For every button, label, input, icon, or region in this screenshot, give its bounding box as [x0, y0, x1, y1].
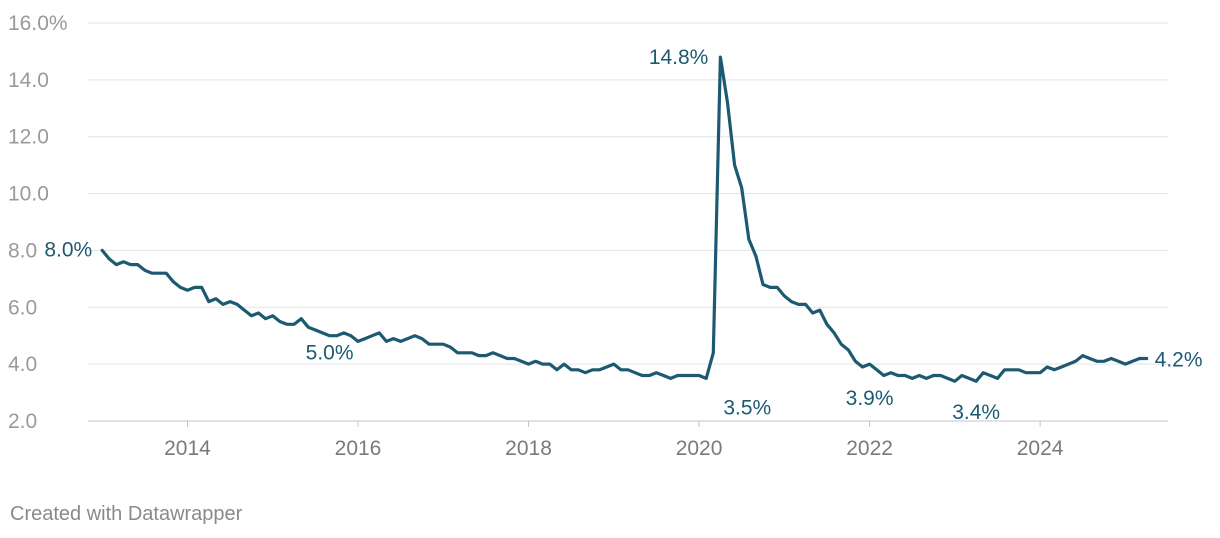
grid-lines [88, 22, 1168, 422]
y-tick-label: 10.0 [8, 183, 49, 206]
data-label: 3.9% [846, 387, 894, 410]
x-tick-label: 2024 [1017, 437, 1064, 460]
data-label: 5.0% [306, 342, 354, 365]
y-tick-label: 16.0% [8, 12, 68, 35]
y-tick-label: 6.0 [8, 296, 37, 319]
x-tick-label: 2022 [846, 437, 893, 460]
y-tick-label: 4.0 [8, 353, 37, 376]
data-label: 8.0% [44, 238, 92, 261]
data-label: 3.4% [952, 401, 1000, 424]
y-tick-label: 12.0 [8, 126, 49, 149]
y-axis: 16.0% 14.0 12.0 10.0 8.0 6.0 4.0 2.0 [8, 12, 68, 433]
line-chart: 16.0%14.012.010.08.06.04.02.0 2014 2016 20… [8, 12, 1203, 460]
data-label: 3.5% [723, 396, 771, 419]
footer-credit: Created with Datawrapper [10, 503, 243, 525]
x-axis: 2014 2016 2018 2020 2022 2024 [164, 421, 1064, 460]
data-label: 14.8% [649, 46, 709, 69]
data-label: 4.2% [1155, 348, 1203, 371]
x-tick-label: 2014 [164, 437, 211, 460]
x-tick-label: 2016 [335, 437, 382, 460]
y-tick-label: 8.0 [8, 239, 37, 262]
series-line [100, 55, 1149, 383]
y-tick-label: 14.0 [8, 69, 49, 92]
x-tick-label: 2020 [676, 437, 723, 460]
x-tick-label: 2018 [505, 437, 552, 460]
annotations: 8.0% 5.0% 14.8% 3.5% 3.9% 3.4% 4.2% [44, 46, 1202, 424]
y-tick-label: 2.0 [8, 410, 37, 433]
